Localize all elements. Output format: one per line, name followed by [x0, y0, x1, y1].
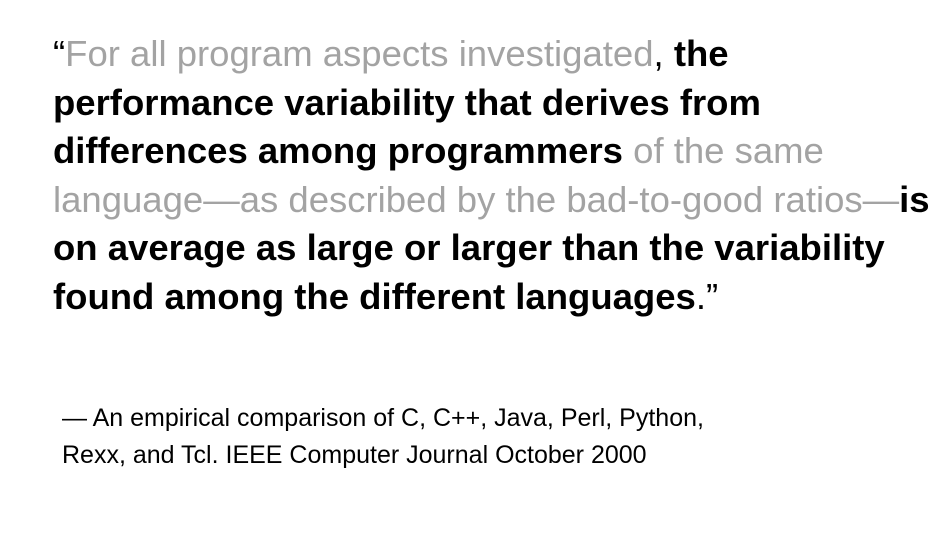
- close-quote-mark: ”: [705, 275, 719, 317]
- attribution-line-2: Rexx, and Tcl. IEEE Computer Journal Oct…: [62, 441, 647, 469]
- quote-emphasis-programmer-variability: the performance variability that derives…: [53, 33, 761, 171]
- quote-block: “For all program aspects investigated, t…: [53, 30, 933, 321]
- quote-muted-intro: For all program aspects investigated: [65, 33, 654, 74]
- attribution: — An empirical comparison of C, C++, Jav…: [62, 400, 882, 474]
- open-quote-mark: “: [53, 33, 66, 74]
- attribution-line-1: — An empirical comparison of C, C++, Jav…: [62, 404, 704, 432]
- quote-period: .: [695, 275, 706, 317]
- quote-comma: ,: [653, 33, 664, 74]
- quote-emphasis-language-variability: is on average as large or larger than th…: [53, 178, 930, 317]
- quote-muted-ratios: of the same language—as described by the…: [53, 130, 900, 220]
